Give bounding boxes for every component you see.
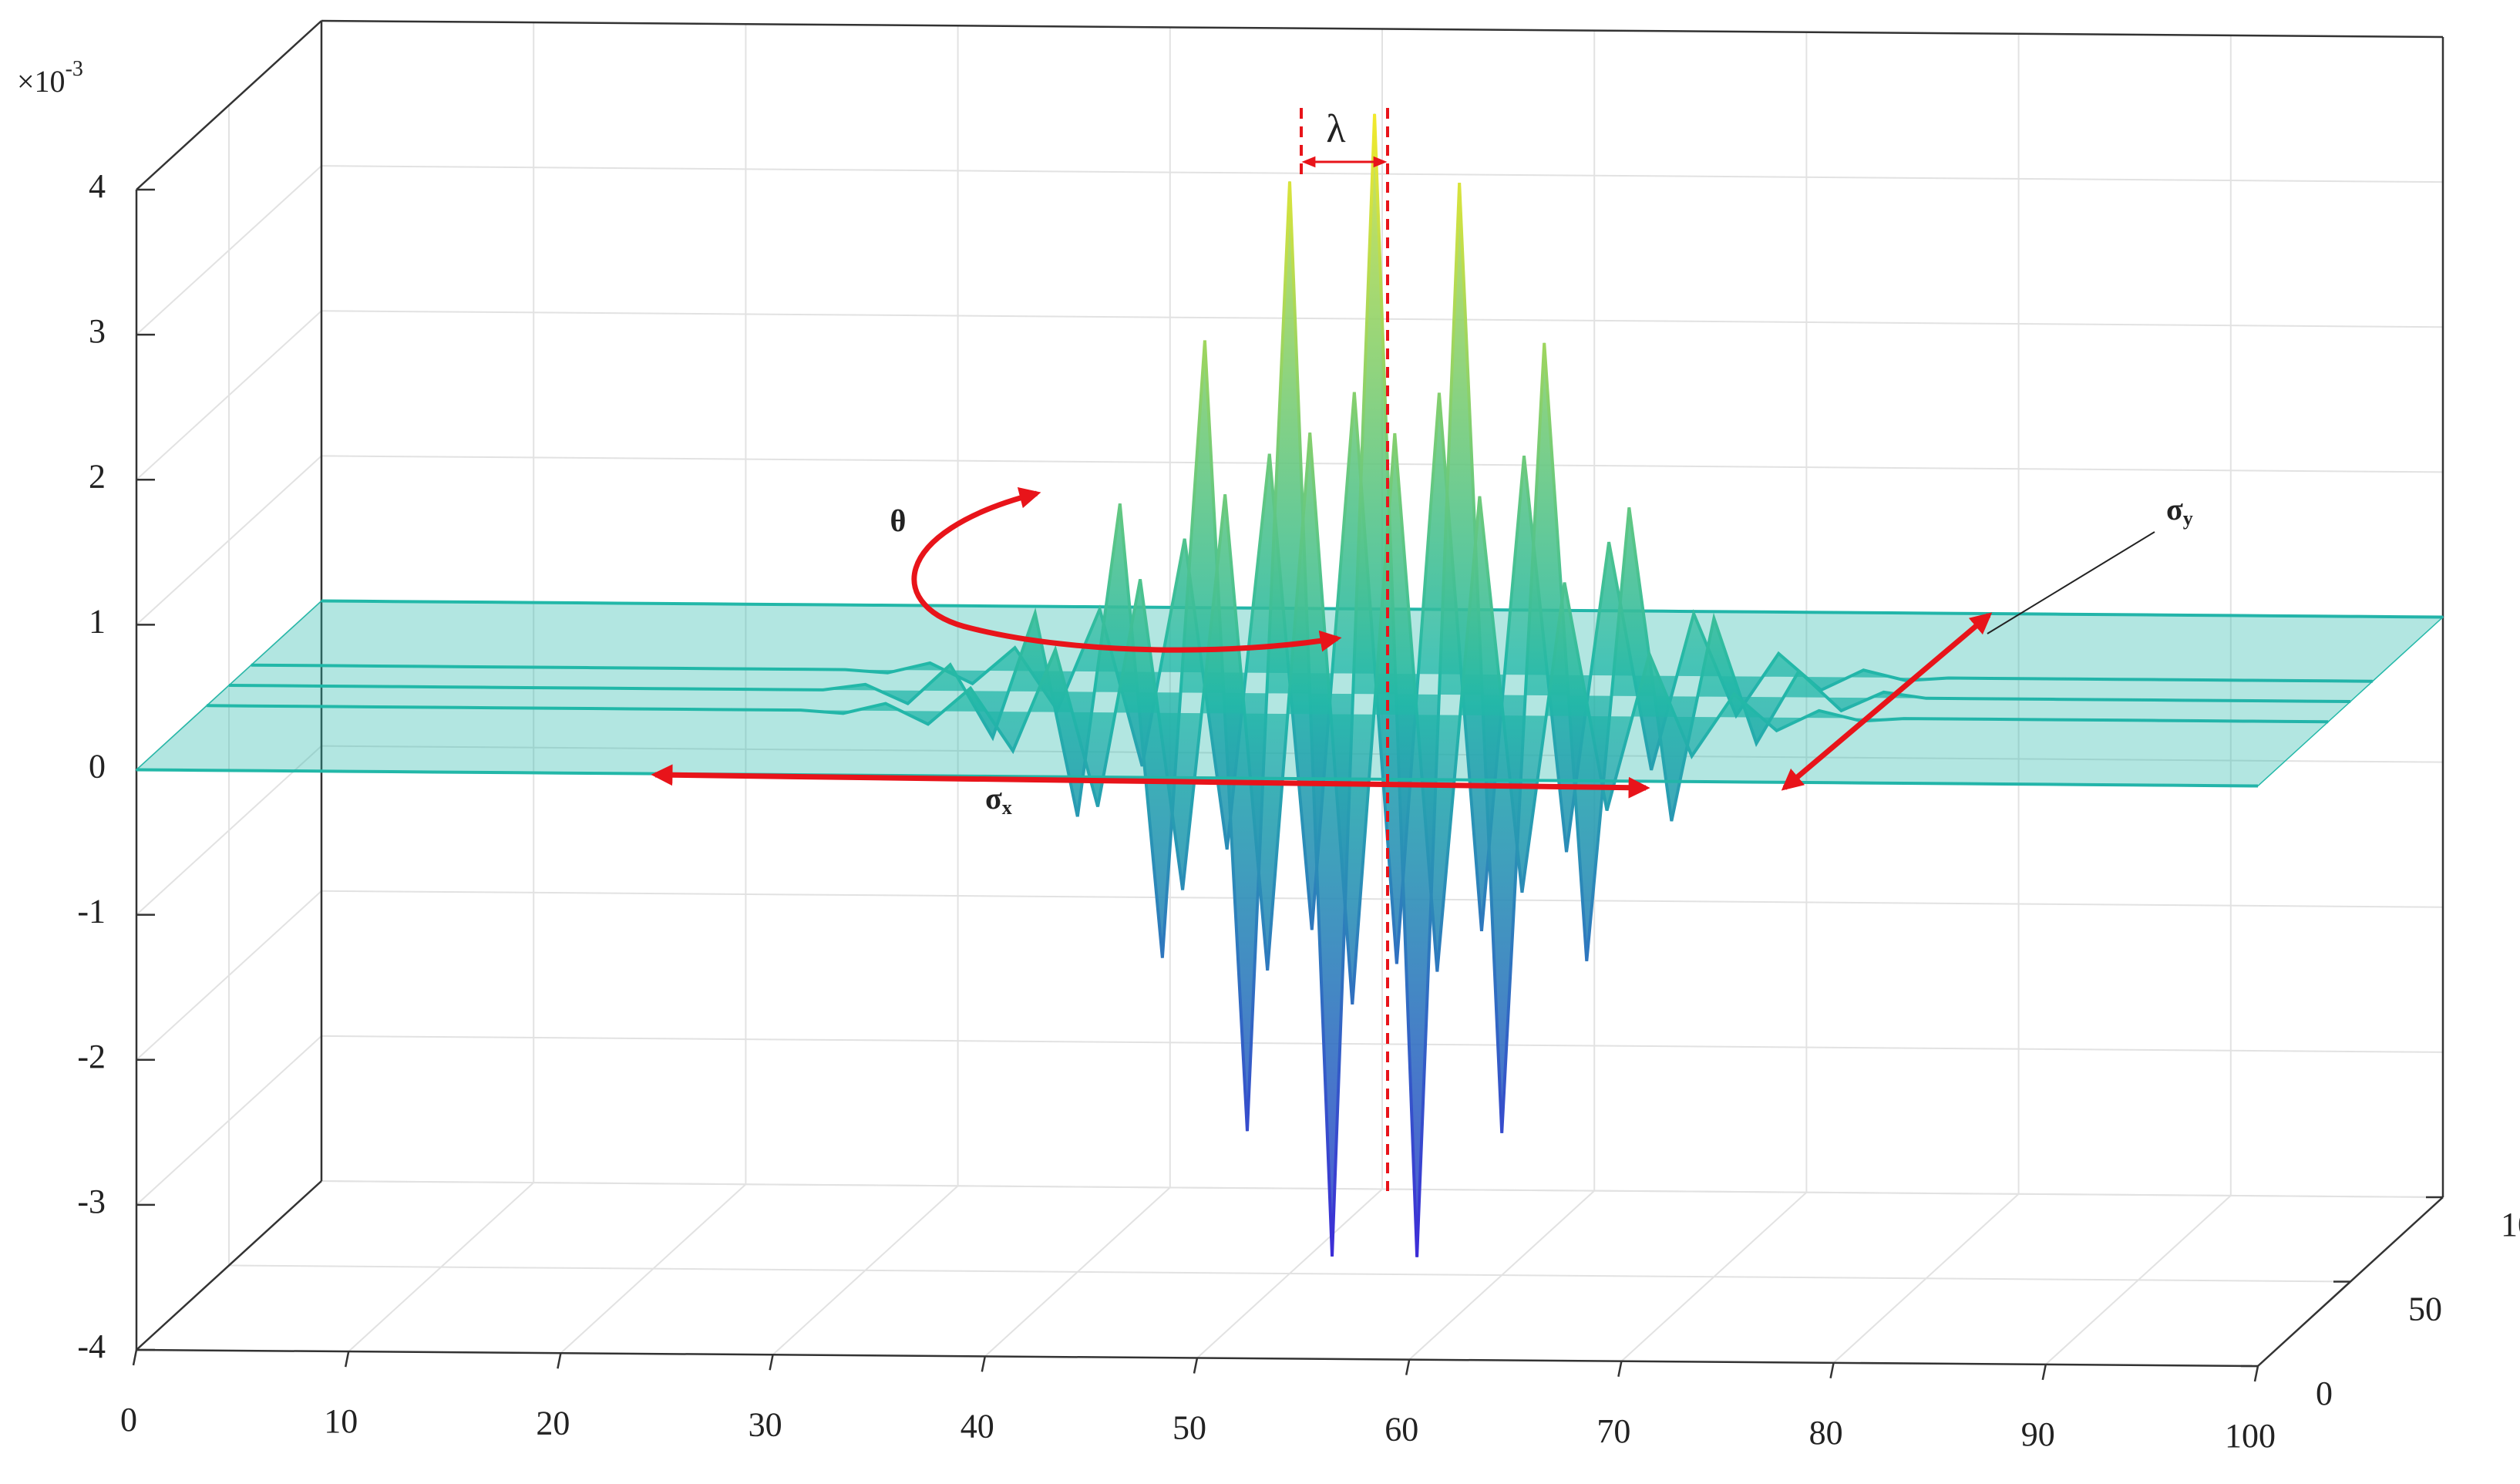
grid-line [136,165,322,335]
lambda-label: λ [1326,107,1345,151]
grid-line [136,890,322,1061]
x-tick [1829,1362,1835,1379]
x-tick [1617,1361,1623,1377]
x-tick [2253,1365,2259,1382]
y-tick-label: 50 [2408,1291,2442,1328]
z-tick-label: -2 [77,1038,106,1075]
x-tick [769,1354,774,1371]
subscript: x [1002,796,1012,819]
z-multiplier: ×10-3 [17,57,83,99]
surface-row-fill [207,432,2329,1004]
sigma-x-arrow [651,764,1650,799]
axis-line [136,20,322,190]
axis-line [321,19,2444,39]
z-tick-label: 0 [89,748,106,786]
symbol: σ [985,781,1002,816]
annotations: λ θ σx σy [651,107,2193,1191]
x-tick-label: 30 [749,1405,782,1443]
surface-row-line [228,113,2351,1257]
x-tick-label: 70 [1596,1412,1630,1450]
x-tick-label: 60 [1384,1411,1418,1449]
x-tick [1193,1358,1199,1374]
x-tick-label: 10 [324,1402,358,1440]
z-tick-label: 4 [89,167,106,205]
y-tick-label: 0 [2316,1375,2333,1412]
x-tick-label: 50 [1173,1409,1206,1447]
theta-arrow [911,487,1342,653]
grid-line [321,1180,2444,1198]
x-tick [1405,1359,1411,1375]
grid-line [136,745,322,916]
x-tick-label: 100 [2225,1417,2276,1455]
x-tick-label: 20 [536,1404,570,1442]
x-tick [981,1356,987,1372]
x-tick-label: 40 [961,1407,994,1445]
x-tick [2041,1364,2047,1381]
z-tick-label: 1 [89,602,106,640]
z-tick-label: 2 [89,457,106,495]
leader-line [1987,531,2155,634]
theta-label: θ [890,503,907,538]
x-tick [132,1349,138,1366]
symbol: σ [2166,492,2183,527]
y-tick-label: 100 [2501,1206,2520,1243]
surface-row-line [251,392,2373,964]
grid-line [136,1035,322,1206]
multiplier-base: ×10 [17,64,66,99]
grid-line [321,1035,2444,1053]
grid-line [136,455,322,626]
grid-line [321,165,2444,183]
sigma-y-arrow [1781,612,1993,791]
x-tick-label: 0 [120,1401,137,1439]
z-tick-label: -4 [77,1328,106,1365]
x-tick-label: 80 [1809,1414,1843,1452]
grid-line [228,1264,2351,1283]
z-tick-label: 3 [89,312,106,350]
sigma-y-label: σy [2166,492,2193,530]
grid-line [136,310,322,480]
axis-line [136,1180,322,1351]
subscript: y [2183,507,2193,530]
grid-line [321,890,2444,908]
z-tick-label: -3 [77,1183,106,1220]
z-tick-label: -1 [77,893,106,930]
x-tick-label: 90 [2021,1415,2055,1453]
x-tick [557,1352,562,1369]
sigma-x-label: σx [985,781,1012,819]
x-tick [344,1351,350,1368]
multiplier-exponent: -3 [66,57,83,81]
surface [135,113,2444,1257]
